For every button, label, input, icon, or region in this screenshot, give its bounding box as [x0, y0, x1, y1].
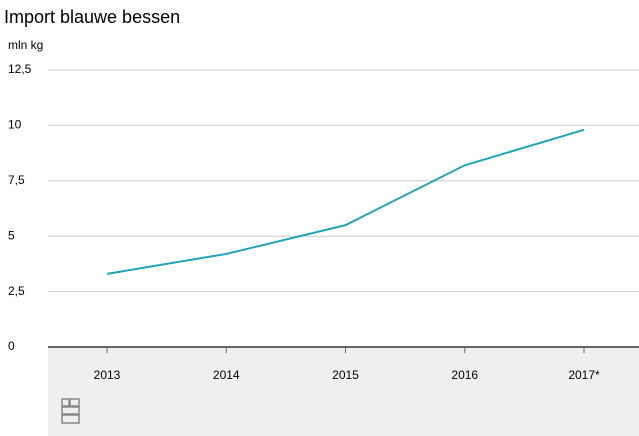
y-tick-label: 7,5	[8, 173, 25, 187]
y-tick-label: 0	[8, 339, 15, 353]
line	[106, 128, 585, 275]
x-tick-label: 2016	[451, 368, 478, 382]
x-tick-label: 2013	[94, 368, 121, 382]
y-tick-label: 12,5	[8, 62, 32, 76]
y-axis-label: mln kg	[8, 38, 43, 52]
y-tick-label: 10	[8, 118, 22, 132]
y-tick-label: 5	[8, 228, 15, 242]
y-tick-label: 2,5	[8, 284, 25, 298]
logo	[61, 398, 80, 424]
x-axis-band	[48, 347, 639, 436]
x-tick-label: 2017*	[568, 368, 600, 382]
x-tick-label: 2015	[332, 368, 359, 382]
x-tick-label: 2014	[213, 368, 240, 382]
chart-title: Import blauwe bessen	[4, 7, 180, 27]
